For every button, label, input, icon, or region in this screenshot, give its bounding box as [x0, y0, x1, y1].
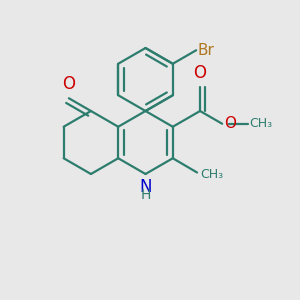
Text: N: N: [139, 178, 152, 196]
Text: CH₃: CH₃: [249, 117, 272, 130]
Text: H: H: [140, 188, 151, 202]
Text: O: O: [194, 64, 207, 82]
Text: O: O: [62, 75, 75, 93]
Text: O: O: [224, 116, 236, 131]
Text: Br: Br: [198, 43, 214, 58]
Text: CH₃: CH₃: [200, 167, 223, 181]
